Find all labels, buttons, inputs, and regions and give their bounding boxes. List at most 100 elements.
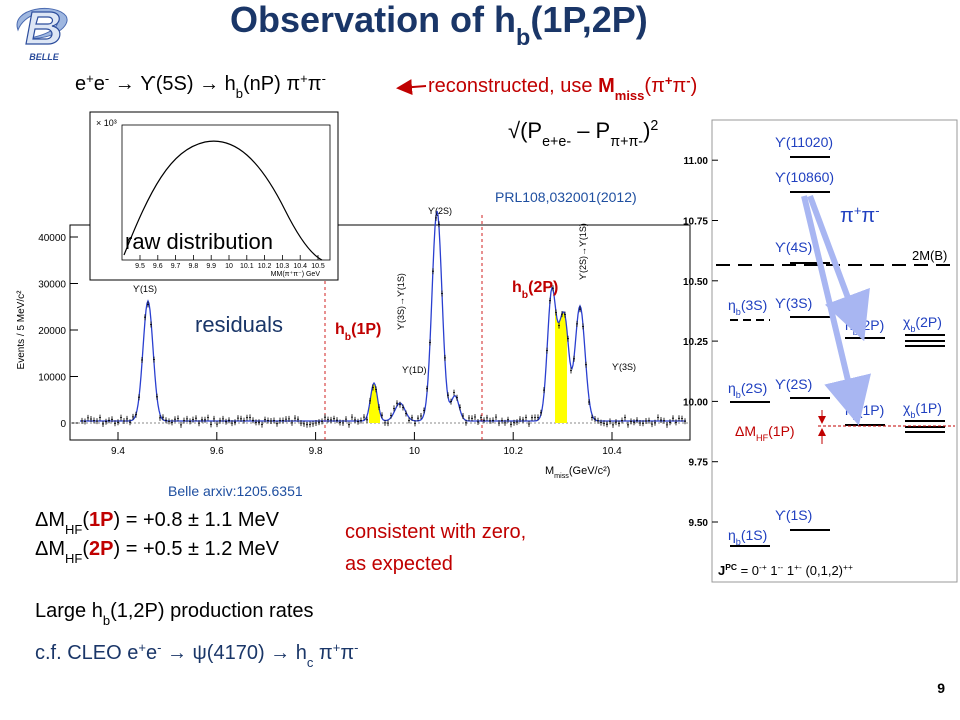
formula-part: ): [643, 118, 650, 143]
reaction-part: (nP) π: [243, 73, 300, 95]
signal-label-part: (2P): [528, 279, 558, 296]
jpc-label-part: 1: [767, 563, 778, 578]
y-tick-label: 20000: [38, 326, 66, 337]
comment: consistent with zero,: [345, 521, 526, 543]
cleo-part: -: [157, 640, 161, 655]
reaction-part: -: [105, 71, 109, 86]
annotation-part: +: [665, 73, 673, 88]
reaction-part: -: [322, 71, 326, 86]
result: ΔMHF(1P) = +0.8 ± 1.1 MeV: [35, 509, 280, 537]
result-part: ) = +0.5 ± 1.2 MeV: [114, 538, 280, 560]
cleo-part: -: [354, 640, 358, 655]
peak-label: ϒ(3S): [612, 362, 636, 372]
upsilon-label: ϒ(11020): [775, 134, 833, 150]
signal-label-part: h: [335, 321, 345, 338]
pions-label-part: π: [840, 205, 854, 227]
splitting-label-part: ΔM: [735, 423, 756, 439]
formula-part: π+π-: [610, 134, 643, 150]
jpc-label-part: --: [778, 562, 784, 572]
signal-label: hb(2P): [512, 279, 558, 301]
chi-label-part: χ: [903, 400, 911, 416]
level-tick-label: 10.25: [683, 337, 708, 348]
result-part: (: [82, 509, 89, 531]
pions-label-part: +: [854, 203, 862, 218]
result-part: 2P: [89, 538, 113, 560]
pions-label-part: π: [861, 205, 875, 227]
cleo-part: +: [333, 640, 341, 655]
cleo-part: c.f. CLEO e: [35, 642, 138, 664]
x-axis-label-part: miss: [554, 472, 569, 480]
residual-label: residuals: [195, 312, 283, 337]
upsilon-label: ϒ(1S): [775, 507, 812, 523]
inset-x-tick-label: 10.3: [276, 263, 290, 270]
pions-label: π+π-: [840, 203, 880, 228]
signal-label-part: (1P): [351, 321, 381, 338]
inset-x-tick-label: 10: [225, 263, 233, 270]
annotation-part: reconstructed, use: [428, 75, 598, 97]
chi-label-part: (1P): [915, 400, 941, 416]
formula-part: √(P: [508, 118, 542, 143]
cleo-part: c: [307, 655, 314, 670]
inset-frame: [89, 111, 339, 281]
formula-part: 2: [650, 118, 658, 134]
annotation-part: ): [691, 75, 698, 97]
cleo: c.f. CLEO e+e- → ψ(4170) → hc π+π-: [35, 640, 358, 670]
signal-label: hb(1P): [335, 321, 381, 343]
rates-part: b: [103, 613, 110, 628]
jpc-label: JPC = 0-+ 1-- 1+- (0,1,2)++: [718, 562, 853, 578]
inset-curve: [123, 140, 323, 261]
cleo-part: π: [340, 642, 354, 664]
splitting-label: ΔMHF(1P): [735, 423, 795, 443]
formula-part: – P: [571, 118, 610, 143]
rates: Large hb(1,2P) production rates: [35, 600, 314, 628]
reaction-part: e: [94, 73, 105, 95]
signal-label-part: h: [512, 279, 522, 296]
inset-x-tick-label: 9.6: [153, 263, 163, 270]
peak-label: ϒ(2S)→ϒ(1S): [578, 223, 588, 280]
x-axis-label-part: (GeV/c²): [569, 465, 611, 477]
comment: as expected: [345, 553, 453, 575]
reaction-part: +: [300, 71, 308, 86]
slide-title: Observation of hb(1P,2P): [230, 0, 648, 50]
y-tick-label: 30000: [38, 280, 66, 291]
chi-label: χb(1P): [903, 400, 942, 420]
hb-label-part: h: [845, 317, 853, 333]
signal-label-part: b: [345, 332, 351, 343]
eta-label-part: b: [736, 307, 741, 317]
jpc-label-part: (0,1,2): [802, 563, 843, 578]
inset-x-tick-label: 10.4: [293, 263, 307, 270]
threshold-label: 2M(B): [912, 248, 947, 263]
inset-x-tick-label: 10.1: [240, 263, 254, 270]
jpc-label-part: 1: [783, 563, 794, 578]
hb-label-part: (2P): [858, 317, 884, 333]
inset-x-tick-label: 9.5: [135, 263, 145, 270]
jpc-label-part: = 0: [737, 563, 759, 578]
inset-x-tick-label: 9.7: [171, 263, 181, 270]
hb-label: hb(2P): [845, 317, 884, 337]
fit-curve: [80, 210, 686, 422]
logo-letter: [25, 11, 61, 45]
result: ΔMHF(2P) = +0.5 ± 1.2 MeV: [35, 538, 280, 566]
source: Belle arxiv:1205.6351: [168, 483, 303, 499]
reaction-part: → ϒ(5S) → h: [109, 73, 236, 95]
eta-label-part: (2S): [741, 380, 767, 396]
chi-label-part: (2P): [915, 314, 941, 330]
y-tick-label: 40000: [38, 233, 66, 244]
reaction-part: π: [308, 73, 322, 95]
cleo-part: e: [146, 642, 157, 664]
result-part: (: [82, 538, 89, 560]
rates-part: (1,2P) production rates: [110, 600, 313, 622]
eta-label-part: η: [728, 380, 736, 396]
level-frame: [711, 119, 958, 583]
eta-label-part: η: [728, 297, 736, 313]
annotation-part: π: [672, 75, 686, 97]
peak-label: ϒ(1D): [402, 365, 426, 375]
transition-arrow: [807, 194, 870, 342]
inset-axes: [121, 124, 331, 261]
chi-label-part: χ: [903, 314, 911, 330]
annotation: reconstructed, use Mmiss(π+π-): [428, 73, 697, 103]
y-tick-label: 10000: [38, 373, 66, 384]
data-points: [81, 214, 686, 428]
annotation-part: M: [598, 75, 615, 97]
